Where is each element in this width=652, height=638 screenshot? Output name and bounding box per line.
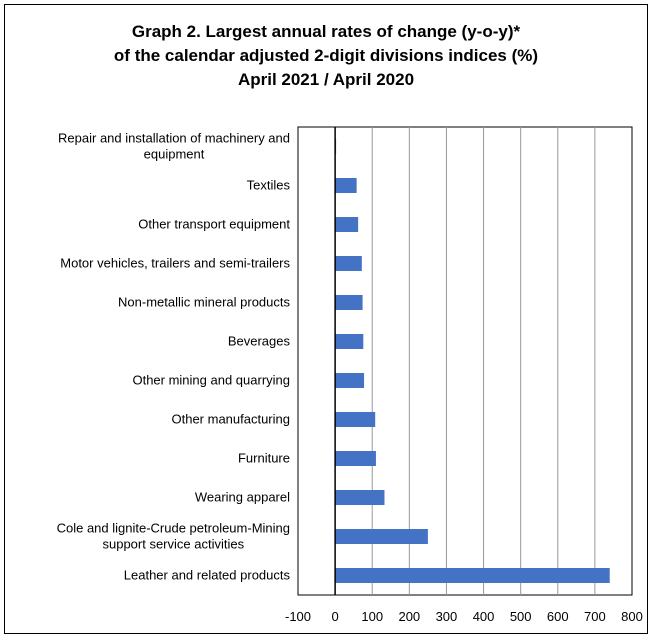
bar bbox=[335, 373, 365, 388]
category-label: Motor vehicles, trailers and semi-traile… bbox=[60, 256, 290, 271]
x-tick-label: 700 bbox=[584, 609, 606, 624]
category-label: Leather and related products bbox=[124, 568, 291, 583]
bar bbox=[335, 217, 359, 232]
category-label: Other mining and quarrying bbox=[132, 373, 290, 388]
x-tick-label: -100 bbox=[285, 609, 311, 624]
bar bbox=[335, 490, 385, 505]
bar bbox=[335, 334, 364, 349]
category-label: Repair and installation of machinery and bbox=[58, 131, 290, 146]
x-tick-label: 0 bbox=[331, 609, 338, 624]
category-label: Textiles bbox=[247, 178, 291, 193]
category-label: support service activities bbox=[102, 537, 244, 552]
bar bbox=[335, 451, 376, 466]
category-label: Furniture bbox=[238, 451, 290, 466]
x-tick-label: 600 bbox=[547, 609, 569, 624]
category-label: equipment bbox=[144, 147, 205, 162]
category-label: Other transport equipment bbox=[138, 217, 290, 232]
category-label: Cole and lignite-Crude petroleum-Mining bbox=[57, 521, 290, 536]
x-tick-label: 200 bbox=[398, 609, 420, 624]
title-line-3: April 2021 / April 2020 bbox=[237, 70, 415, 89]
title-line-2: of the calendar adjusted 2-digit divisio… bbox=[113, 46, 539, 65]
bar bbox=[335, 412, 376, 427]
x-tick-label: 800 bbox=[621, 609, 643, 624]
bar bbox=[335, 295, 363, 310]
category-label: Beverages bbox=[228, 334, 291, 349]
bar bbox=[335, 256, 362, 271]
category-label: Non-metallic mineral products bbox=[118, 295, 290, 310]
bar bbox=[335, 529, 428, 544]
category-label: Wearing apparel bbox=[195, 490, 290, 505]
x-tick-label: 300 bbox=[436, 609, 458, 624]
bar bbox=[335, 178, 357, 193]
x-tick-label: 100 bbox=[361, 609, 383, 624]
x-tick-label: 500 bbox=[510, 609, 532, 624]
chart-title: Graph 2. Largest annual rates of change … bbox=[0, 20, 652, 92]
chart-frame bbox=[4, 4, 648, 634]
bar bbox=[335, 568, 610, 583]
x-tick-label: 400 bbox=[473, 609, 495, 624]
plot-area bbox=[297, 126, 633, 596]
category-label: Other manufacturing bbox=[171, 412, 290, 427]
title-line-1: Graph 2. Largest annual rates of change … bbox=[131, 22, 521, 41]
